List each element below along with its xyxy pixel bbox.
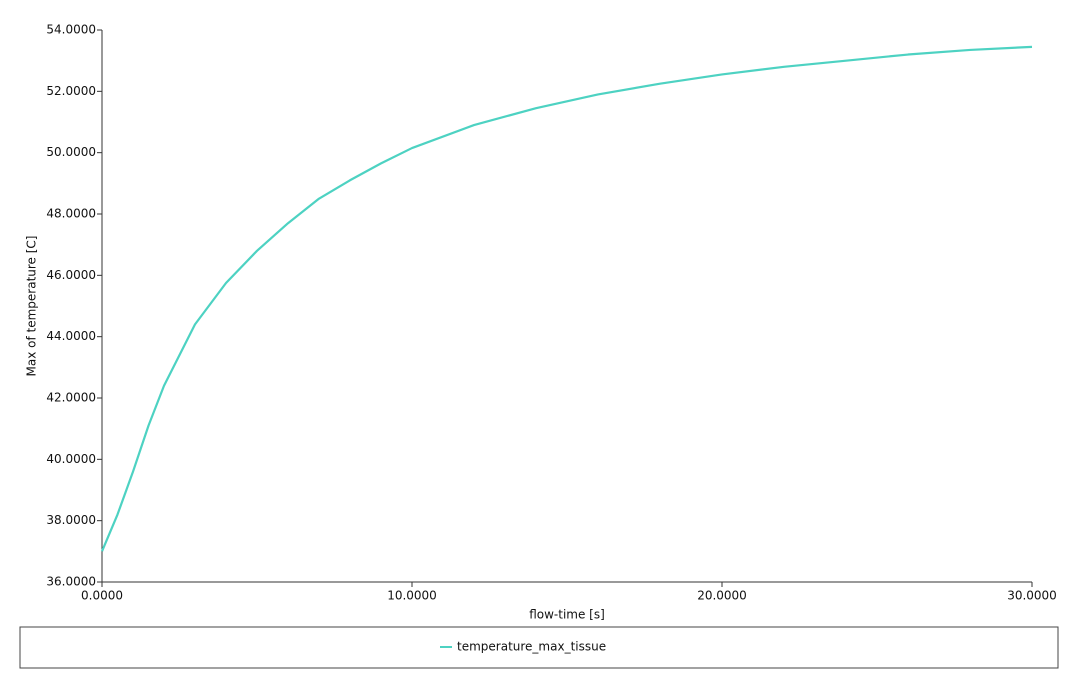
x-tick-label: 0.0000 — [81, 589, 123, 603]
y-tick-label: 46.0000 — [46, 268, 96, 282]
line-series — [100, 45, 1033, 552]
y-tick-label: 40.0000 — [46, 452, 96, 466]
y-tick-label: 48.0000 — [46, 207, 96, 221]
legend-box — [19, 626, 1059, 669]
y-axis-label: Max of temperature [C] — [25, 236, 39, 377]
y-tick-label: 36.0000 — [46, 575, 96, 589]
y-tick-label: 50.0000 — [46, 145, 96, 159]
x-tick-label: 10.0000 — [387, 589, 437, 603]
legend-label: temperature_max_tissue — [457, 640, 606, 654]
x-tick-label: 20.0000 — [697, 589, 747, 603]
y-tick-label: 38.0000 — [46, 513, 96, 527]
y-tick-label: 42.0000 — [46, 391, 96, 405]
y-tick-label: 54.0000 — [46, 23, 96, 37]
x-axis-label: flow-time [s] — [529, 608, 605, 622]
y-tick-label: 44.0000 — [46, 329, 96, 343]
x-tick-label: 30.0000 — [1007, 589, 1057, 603]
y-tick-label: 52.0000 — [46, 84, 96, 98]
